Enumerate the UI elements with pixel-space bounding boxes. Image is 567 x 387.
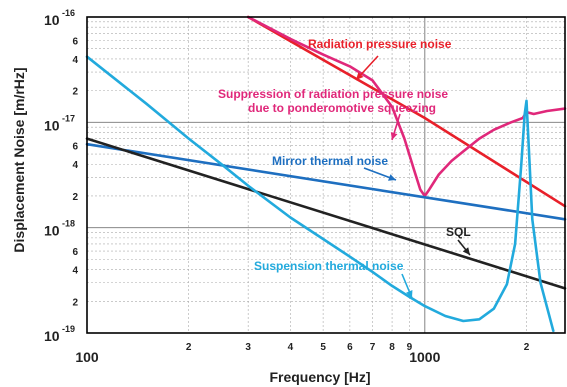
x-tick-major-label: 1000 [409,349,440,365]
x-tick-minor-label: 4 [288,342,294,353]
y-tick-exponent: -18 [62,219,75,229]
label-sql: SQL [446,225,471,239]
y-tick-minor-label: 6 [72,247,78,258]
y-tick-minor-label: 2 [72,192,78,203]
label-suspension-thermal-noise: Suspension thermal noise [254,259,404,273]
series-line-0 [246,15,567,208]
label-radiation-pressure-noise: Radiation pressure noise [308,37,452,51]
y-tick-major-label: 10 [44,223,60,239]
annotation-arrow-head [406,290,413,298]
label-mirror-thermal-noise: Mirror thermal noise [272,154,388,168]
y-tick-minor-label: 4 [72,55,78,66]
y-tick-minor-label: 6 [72,142,78,153]
series-line-4 [85,55,555,333]
series-line-2 [85,142,567,221]
y-tick-major-label: 10 [44,117,60,133]
annotation-arrows [355,55,471,299]
x-tick-minor-label: 9 [407,342,413,353]
y-tick-minor-label: 2 [72,87,78,98]
annotation-arrow-head [462,247,470,255]
annotation-arrow-head [356,72,364,80]
grid [87,17,565,333]
x-tick-minor-label: 6 [347,342,353,353]
y-tick-major-label: 10 [44,328,60,344]
x-tick-minor-label: 2 [524,342,530,353]
x-tick-minor-label: 3 [245,342,251,353]
y-tick-exponent: -19 [62,324,75,334]
y-axis-label: Displacement Noise [m/rHz] [11,67,27,252]
x-tick-minor-label: 2 [186,342,192,353]
y-tick-major-label: 10 [44,12,60,28]
label-suppression-line1: Suppression of radiation pressure noise [218,87,448,101]
y-tick-minor-label: 2 [72,297,78,308]
series-line-3 [85,137,567,290]
x-tick-minor-label: 8 [389,342,395,353]
y-tick-minor-label: 4 [72,160,78,171]
x-tick-minor-label: 7 [370,342,376,353]
y-tick-exponent: -17 [62,113,75,123]
label-suppression-line2: due to ponderomotive squeezing [248,101,436,115]
y-tick-minor-label: 4 [72,266,78,277]
annotation-arrow-head [388,174,396,181]
x-axis-label: Frequency [Hz] [269,369,370,385]
annotation-arrow-head [390,132,398,140]
x-tick-minor-label: 5 [320,342,326,353]
y-tick-exponent: -16 [62,8,75,18]
plot-frame [86,16,566,334]
x-tick-major-label: 100 [75,349,99,365]
series-group [85,15,567,333]
y-tick-minor-label: 6 [72,36,78,47]
